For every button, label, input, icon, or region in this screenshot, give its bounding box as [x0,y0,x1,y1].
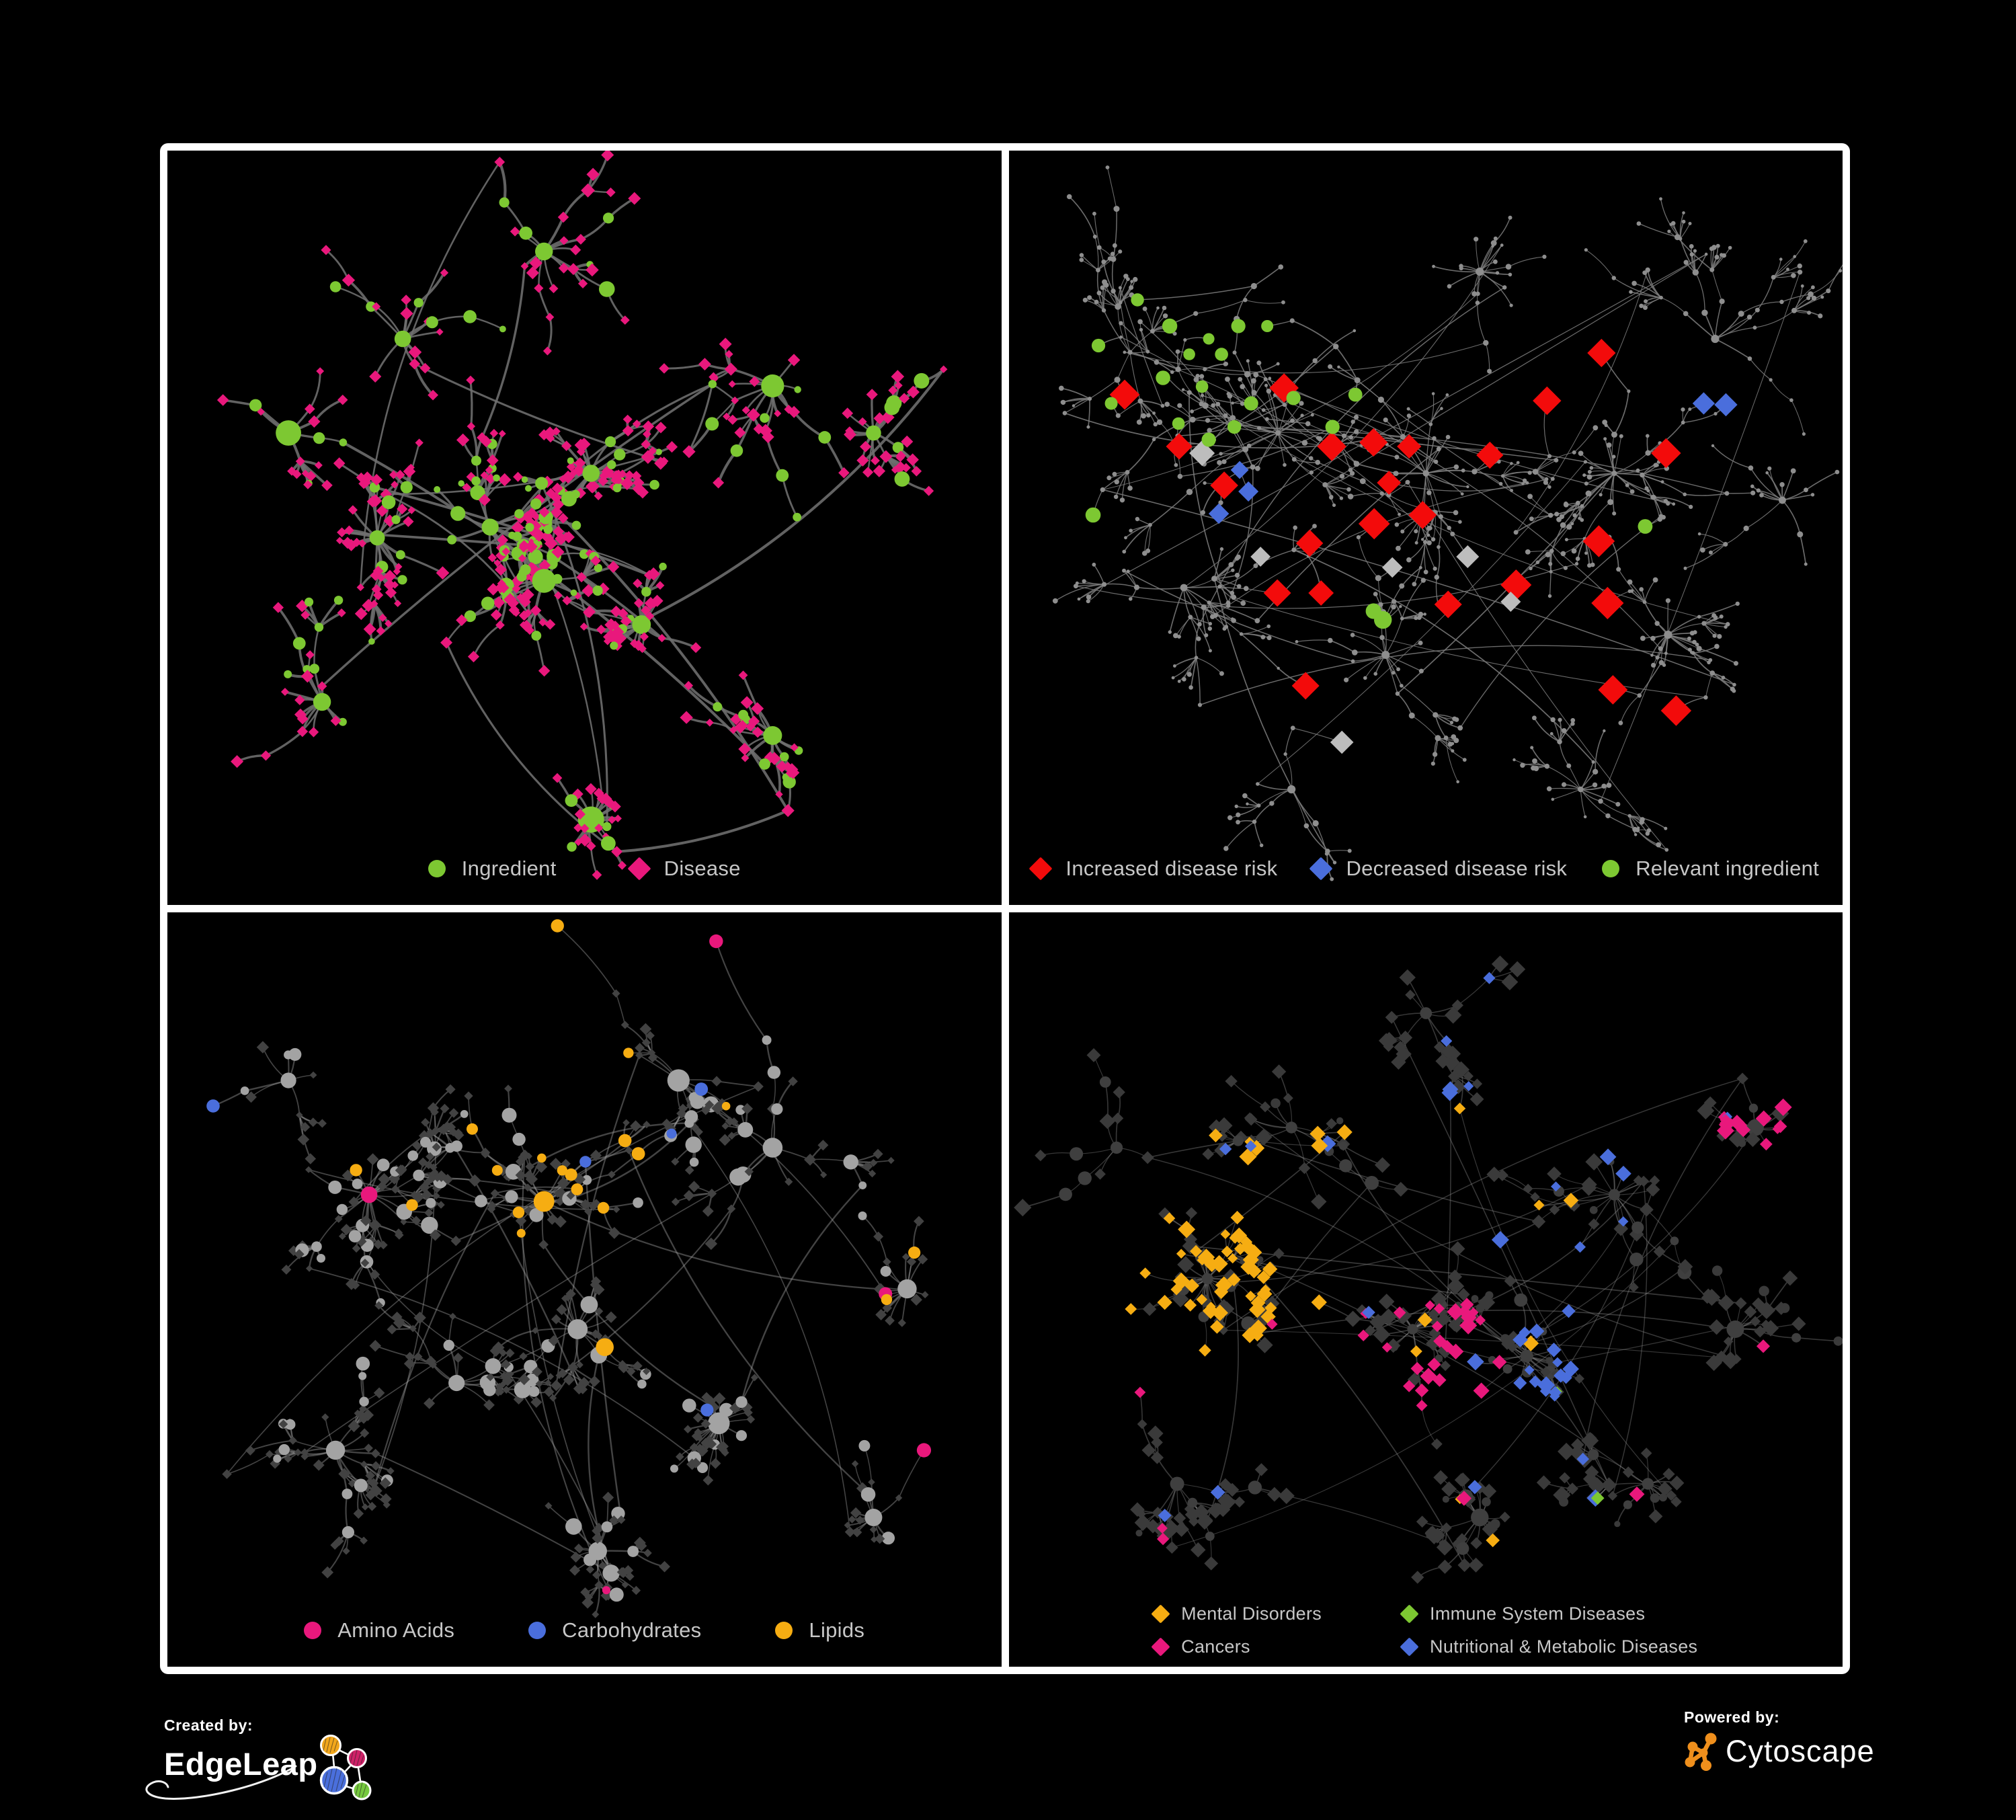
legend-nutrient-categories: Amino Acids Carbohydrates Lipids [167,1618,1002,1643]
legend-label: Decreased disease risk [1346,857,1568,880]
amino-acids-swatch-icon [304,1622,322,1639]
cancers-swatch-icon [1151,1637,1170,1657]
edgeleap-credit: Created by: EdgeLeap [145,1716,380,1805]
legend-label: Mental Disorders [1181,1604,1322,1624]
panel-disease-categories: Mental Disorders Immune System Diseases … [1008,912,1843,1667]
lipids-swatch-icon [775,1622,793,1639]
legend-item: Decreased disease risk [1309,857,1568,881]
edgeleap-wordmark: EdgeLeap [164,1746,318,1782]
legend-label: Lipids [809,1618,865,1642]
legend-item: Ingredient [428,857,557,881]
panel-ingredient-disease: Ingredient Disease [167,151,1002,905]
legend-label: Increased disease risk [1065,857,1278,880]
legend-item: Amino Acids [304,1618,454,1643]
legend-item: Immune System Diseases [1400,1604,1646,1624]
increased-risk-swatch-icon [1029,857,1053,881]
legend-label: Nutritional & Metabolic Diseases [1430,1636,1698,1657]
created-by-label: Created by: [164,1716,253,1734]
legend-label: Immune System Diseases [1430,1604,1646,1624]
ingredient-disease-network-canvas [216,151,948,880]
figure-panel-grid: Ingredient Disease Increased disease ris… [160,143,1850,1674]
legend-ingredient-disease: Ingredient Disease [167,857,1002,881]
legend-item: Lipids [775,1618,864,1643]
cytoscape-credit: Powered by: Cytoscape [1684,1708,1875,1771]
decreased-risk-swatch-icon [1309,857,1333,881]
disease-categories-network-canvas [1013,955,1843,1584]
legend-disease-categories: Mental Disorders Immune System Diseases … [1009,1604,1843,1657]
cytoscape-wordmark: Cytoscape [1726,1734,1875,1768]
powered-by-label: Powered by: [1684,1708,1780,1726]
legend-item: Nutritional & Metabolic Diseases [1400,1636,1698,1657]
carbohydrates-swatch-icon [528,1622,547,1639]
cytoscape-logo-icon [1685,1733,1717,1771]
legend-label: Carbohydrates [562,1618,702,1642]
disease-risk-network-canvas [1052,165,1843,881]
panel-disease-risk: Increased disease risk Decreased disease… [1008,151,1843,905]
edgeleap-brand: EdgeLeap [164,1735,380,1805]
legend-label: Disease [663,857,741,880]
legend-item: Cancers [1151,1636,1250,1657]
edgeleap-logo-icon [319,1735,372,1801]
legend-label: Amino Acids [337,1618,455,1642]
legend-label: Ingredient [461,857,557,880]
mental-disorders-swatch-icon [1151,1604,1170,1624]
legend-disease-risk: Increased disease risk Decreased disease… [1009,857,1843,881]
legend-item: Disease [627,857,741,881]
nutrient-categories-network-canvas [206,919,932,1618]
relevant-ingredient-swatch-icon [1602,860,1620,877]
legend-label: Cancers [1181,1636,1250,1657]
legend-item: Relevant ingredient [1602,857,1819,881]
panel-nutrient-categories: Amino Acids Carbohydrates Lipids [167,912,1002,1667]
immune-diseases-swatch-icon [1400,1604,1419,1624]
cytoscape-brand: Cytoscape [1684,1732,1875,1771]
disease-swatch-icon [627,857,651,881]
nutritional-metabolic-swatch-icon [1400,1637,1419,1657]
ingredient-swatch-icon [428,860,446,877]
legend-item: Carbohydrates [528,1618,701,1643]
legend-item: Mental Disorders [1151,1604,1322,1624]
legend-item: Increased disease risk [1029,857,1278,881]
legend-label: Relevant ingredient [1636,857,1820,880]
